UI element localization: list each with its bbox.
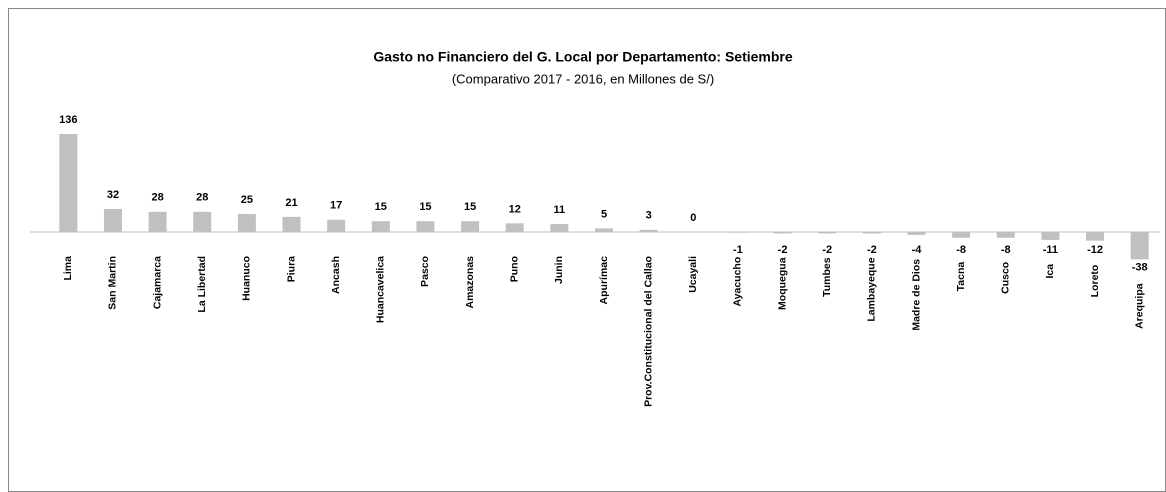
bar <box>639 229 658 232</box>
chart-title: Gasto no Financiero del G. Local por Dep… <box>373 49 793 65</box>
data-label: -38 <box>1132 261 1148 273</box>
data-label: -4 <box>912 244 923 256</box>
x-tick-label: Prov.Constitucional del Callao <box>642 256 654 407</box>
x-tick-label: Cusco <box>1000 262 1012 294</box>
data-label: 136 <box>59 114 77 126</box>
bar <box>773 232 792 234</box>
x-tick-label: Amazonas <box>464 256 476 309</box>
data-label: 32 <box>107 189 119 201</box>
x-tick-label: Apurímac <box>598 256 610 305</box>
data-label: 0 <box>690 212 696 224</box>
x-tick-label: Piura <box>285 256 297 282</box>
data-label: 25 <box>241 194 253 206</box>
data-label: 15 <box>419 201 431 213</box>
bar <box>595 228 613 232</box>
x-tick-label: Huancavelica <box>375 256 387 323</box>
data-label: 15 <box>464 201 476 213</box>
bar <box>996 232 1015 238</box>
x-tick-label: La Libertad <box>196 256 208 313</box>
bar <box>327 219 346 232</box>
bar <box>461 221 480 232</box>
bar <box>862 232 881 234</box>
data-label: -12 <box>1087 244 1103 256</box>
bar <box>1041 232 1060 240</box>
bar <box>505 223 524 232</box>
data-label: 28 <box>196 192 208 204</box>
x-tick-label: Madre de Dios <box>910 259 922 331</box>
x-tick-label: Cajamarca <box>151 256 163 309</box>
data-label: -11 <box>1043 244 1058 256</box>
x-tick-label: Tacna <box>955 262 967 292</box>
data-label: 17 <box>330 200 342 212</box>
x-tick-label: Ancash <box>330 256 342 294</box>
data-label: 3 <box>646 210 652 222</box>
chart-subtitle: (Comparativo 2017 - 2016, en Millones de… <box>452 71 714 86</box>
data-label: 15 <box>375 201 387 213</box>
x-tick-label: Junin <box>553 256 565 284</box>
x-tick-label: Arequipa <box>1133 283 1145 329</box>
x-tick-label: Lima <box>62 256 74 281</box>
bar <box>193 211 212 232</box>
bar <box>907 232 926 235</box>
x-tick-label: Ucayali <box>687 256 699 293</box>
data-label: 21 <box>285 197 297 209</box>
data-label: -8 <box>956 244 966 256</box>
bar <box>818 232 837 234</box>
x-tick-label: Loreto <box>1089 265 1101 298</box>
x-tick-label: Tumbes <box>821 257 833 297</box>
data-label: 5 <box>601 208 607 220</box>
bar <box>148 211 167 232</box>
bar <box>550 224 569 232</box>
x-tick-label: Ayacucho <box>732 257 744 307</box>
data-label: -2 <box>867 244 877 256</box>
bar <box>952 232 971 238</box>
bar <box>1130 232 1149 260</box>
bar <box>371 221 390 232</box>
chart-frame <box>8 8 1166 492</box>
x-tick-label: Moquegua <box>776 257 788 310</box>
data-label: -2 <box>778 244 788 256</box>
x-tick-label: San Martin <box>107 256 119 310</box>
bar <box>59 134 78 232</box>
bar <box>728 232 747 233</box>
data-label: 12 <box>509 203 521 215</box>
x-tick-label: Lambayeque <box>866 257 878 321</box>
x-tick-label: Huanuco <box>241 256 253 301</box>
bar <box>416 221 435 232</box>
x-tick-label: Ica <box>1044 264 1056 279</box>
bar <box>237 213 256 232</box>
data-label: -8 <box>1001 244 1011 256</box>
x-tick-label: Pasco <box>419 256 431 287</box>
data-label: -2 <box>822 244 832 256</box>
data-label: -1 <box>733 244 743 256</box>
bar <box>1086 232 1105 241</box>
data-label: 11 <box>554 204 566 216</box>
bar <box>103 208 122 232</box>
data-label: 28 <box>151 192 163 204</box>
bar <box>282 216 301 232</box>
x-tick-label: Puno <box>509 256 521 282</box>
